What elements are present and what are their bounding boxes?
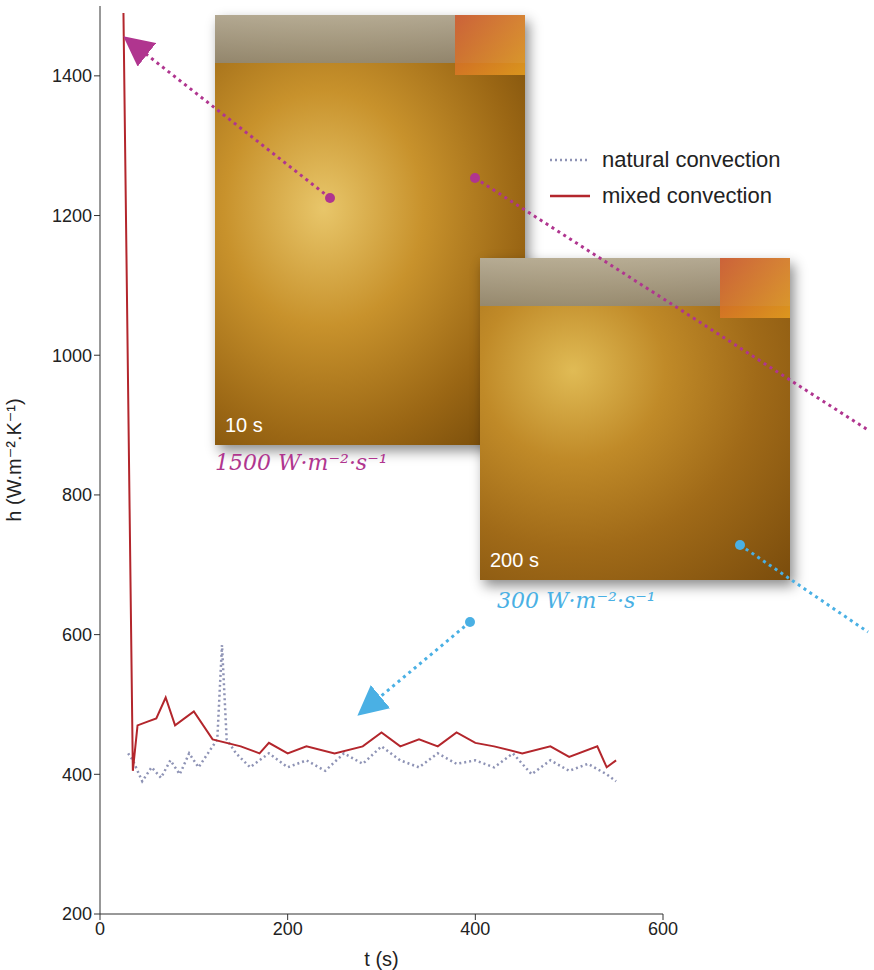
svg-text:800: 800	[62, 485, 92, 505]
html-text:300 W·m⁻²·s⁻¹: 300 W·m⁻²·s⁻¹	[497, 588, 656, 613]
html-text:1500 W·m⁻²·s⁻¹: 1500 W·m⁻²·s⁻¹	[215, 450, 388, 475]
svg-text:600: 600	[62, 625, 92, 645]
svg-text:200: 200	[62, 904, 92, 924]
svg-text:600: 600	[648, 919, 678, 939]
html-text:10 s: 10 s	[225, 414, 263, 436]
html-text:mixed convection: mixed convection	[602, 183, 772, 208]
svg-text:1400: 1400	[52, 66, 92, 86]
svg-text:h (W.m⁻².K⁻¹): h (W.m⁻².K⁻¹)	[3, 398, 25, 521]
svg-text:0: 0	[95, 919, 105, 939]
svg-text:t (s): t (s)	[364, 948, 398, 970]
svg-text:400: 400	[62, 765, 92, 785]
svg-text:400: 400	[460, 919, 490, 939]
svg-text:1200: 1200	[52, 206, 92, 226]
html-text:200 s: 200 s	[490, 549, 539, 571]
html-text:natural convection: natural convection	[602, 147, 781, 172]
svg-text:200: 200	[273, 919, 303, 939]
svg-text:1000: 1000	[52, 346, 92, 366]
